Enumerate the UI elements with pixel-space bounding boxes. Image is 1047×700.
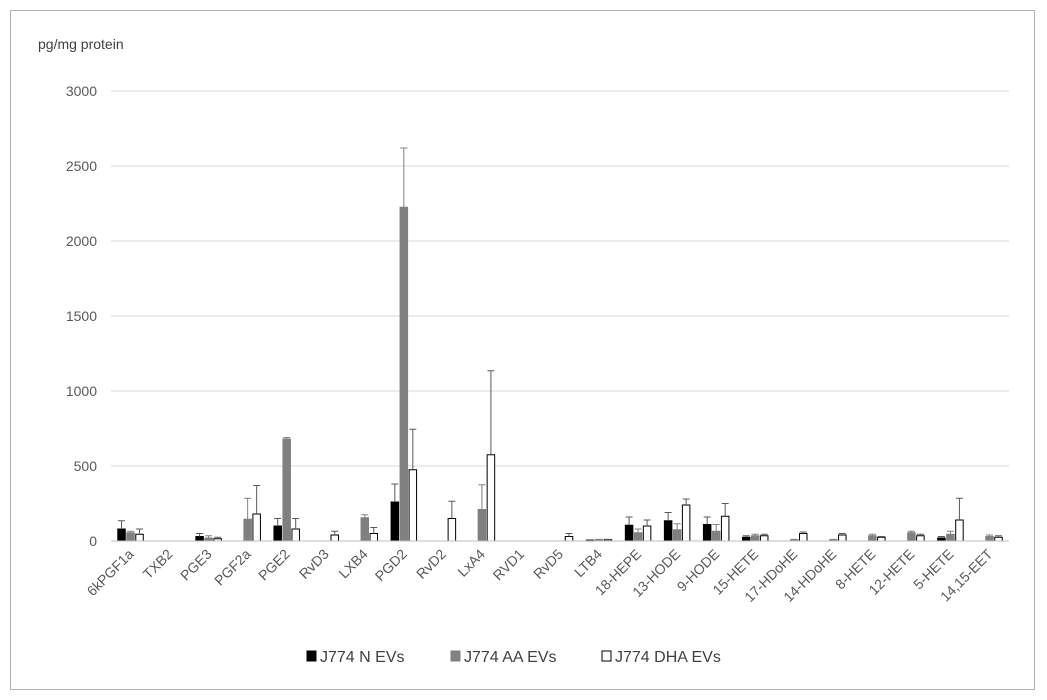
chart-frame: pg/mg protein 0 500 1000 1500 2000 2500 3000 6… bbox=[10, 10, 1035, 690]
bar-n-evs bbox=[390, 501, 400, 542]
gridlines bbox=[111, 90, 1009, 467]
bar-n-evs bbox=[702, 524, 712, 542]
bar-dha-evs bbox=[799, 533, 808, 542]
bar-dha-evs bbox=[759, 535, 769, 542]
y-tick-label: 2500 bbox=[66, 158, 97, 174]
x-category-label: PGE2 bbox=[255, 546, 293, 584]
bar-aa-evs bbox=[243, 518, 252, 542]
bar-dha-evs bbox=[994, 536, 1003, 542]
legend-label: J774 AA EVs bbox=[464, 649, 557, 666]
bar-aa-evs bbox=[633, 532, 643, 542]
bar-aa-evs bbox=[946, 533, 955, 542]
x-category-label: RvD3 bbox=[296, 546, 332, 582]
bar-dha-evs bbox=[408, 469, 418, 542]
bar-aa-evs bbox=[282, 438, 291, 542]
legend-label: J774 DHA EVs bbox=[615, 649, 721, 666]
bar-n-evs bbox=[273, 525, 282, 542]
bar-dha-evs bbox=[486, 454, 496, 542]
bar-dha-evs bbox=[330, 534, 339, 542]
bar-aa-evs bbox=[126, 532, 135, 542]
bar-aa-evs bbox=[477, 509, 487, 542]
bar-dha-evs bbox=[838, 534, 847, 542]
bar-dha-evs bbox=[916, 535, 925, 542]
y-tick-label: 1000 bbox=[66, 383, 97, 399]
bar-dha-evs bbox=[291, 528, 300, 542]
y-tick-label: 2000 bbox=[66, 233, 97, 249]
legend-label: J774 N EVs bbox=[320, 649, 404, 666]
bar-n-evs bbox=[195, 536, 204, 542]
legend-swatch bbox=[450, 650, 461, 662]
bar-n-evs bbox=[663, 520, 673, 542]
bar-n-evs bbox=[117, 528, 126, 542]
x-category-label: PGF2a bbox=[211, 546, 254, 589]
bar-n-evs bbox=[624, 524, 634, 542]
bar-dha-evs bbox=[135, 533, 144, 542]
bar-dha-evs bbox=[447, 518, 457, 542]
y-tick-label: 1500 bbox=[66, 308, 97, 324]
y-tick-label: 3000 bbox=[66, 83, 97, 99]
legend: J774 N EVs J774 AA EVs J774 DHA EVs bbox=[306, 649, 721, 666]
bar-aa-evs bbox=[360, 517, 370, 542]
x-category-label: RVD1 bbox=[490, 546, 528, 584]
x-category-label: 6kPGF1a bbox=[84, 546, 137, 599]
x-category-label: TXB2 bbox=[140, 546, 176, 582]
bar-aa-evs bbox=[985, 536, 994, 542]
bar-aa-evs bbox=[868, 535, 877, 542]
x-category-label: RvD2 bbox=[413, 546, 449, 582]
bar-dha-evs bbox=[877, 536, 886, 542]
bar-aa-evs bbox=[907, 532, 916, 542]
y-axis-unit-label: pg/mg protein bbox=[38, 36, 124, 52]
bar-aa-evs bbox=[672, 529, 682, 542]
bar-dha-evs bbox=[642, 525, 652, 542]
chart-svg: pg/mg protein 0 500 1000 1500 2000 2500 3000 6… bbox=[38, 36, 1009, 666]
x-category-label: RvD5 bbox=[530, 546, 566, 582]
error-bars bbox=[118, 147, 1002, 541]
bar-dha-evs bbox=[252, 513, 261, 542]
y-tick-label: 0 bbox=[89, 533, 97, 549]
bar-dha-evs bbox=[681, 504, 691, 542]
bar-dha-evs bbox=[955, 519, 964, 542]
x-category-label: LTB4 bbox=[571, 546, 605, 580]
legend-swatch bbox=[601, 650, 612, 662]
bar-dha-evs bbox=[369, 533, 379, 542]
x-category-label: PGD2 bbox=[372, 546, 410, 584]
x-category-label: LxA4 bbox=[454, 546, 488, 580]
bar-aa-evs bbox=[750, 535, 760, 542]
y-tick-label: 500 bbox=[74, 458, 98, 474]
bar-aa-evs bbox=[399, 206, 409, 542]
bar-dha-evs bbox=[720, 515, 730, 542]
bar-aa-evs bbox=[711, 530, 721, 542]
bar-dha-evs bbox=[564, 536, 574, 542]
bar-n-evs bbox=[741, 536, 751, 542]
legend-swatch bbox=[306, 650, 317, 662]
bar-series bbox=[117, 206, 1003, 542]
y-axis-ticks: 0 500 1000 1500 2000 2500 3000 bbox=[66, 83, 97, 549]
x-category-label: LXB4 bbox=[335, 546, 371, 582]
x-category-label: PGE3 bbox=[177, 546, 215, 584]
